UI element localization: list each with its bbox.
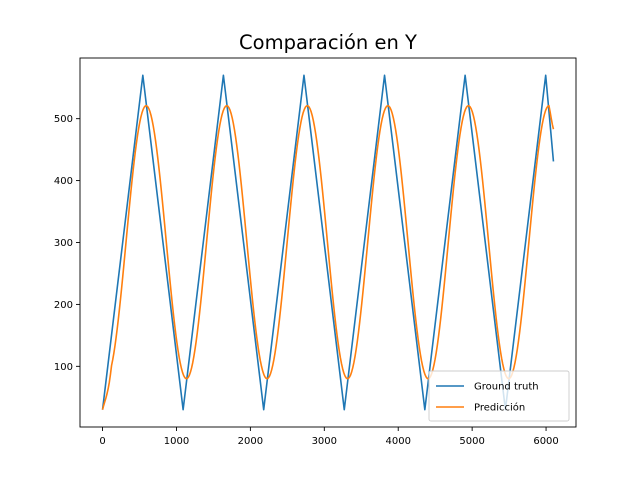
x-tick-label: 1000 [164,436,189,447]
chart-title: Comparación en Y [239,31,417,54]
x-tick-label: 0 [99,436,105,447]
y-tick-label: 100 [54,362,73,373]
y-tick-label: 200 [54,300,73,311]
legend: Ground truth Predicción [428,370,570,422]
x-tick-label: 5000 [459,436,484,447]
y-tick-label: 500 [54,114,73,125]
legend-box [428,370,570,422]
x-tick-label: 6000 [533,436,558,447]
y-tick-label: 300 [54,238,73,249]
x-tick-label: 2000 [238,436,263,447]
series-line-1 [101,104,555,410]
x-tick-label: 3000 [312,436,337,447]
axes: 0 1000 2000 3000 4000 5000 6000 100 200 300 400 500 [54,57,577,447]
legend-label-0: Ground truth [474,382,539,393]
x-tick-label: 4000 [385,436,410,447]
y-tick-label: 400 [54,176,73,187]
legend-label-1: Predicción [474,402,525,414]
